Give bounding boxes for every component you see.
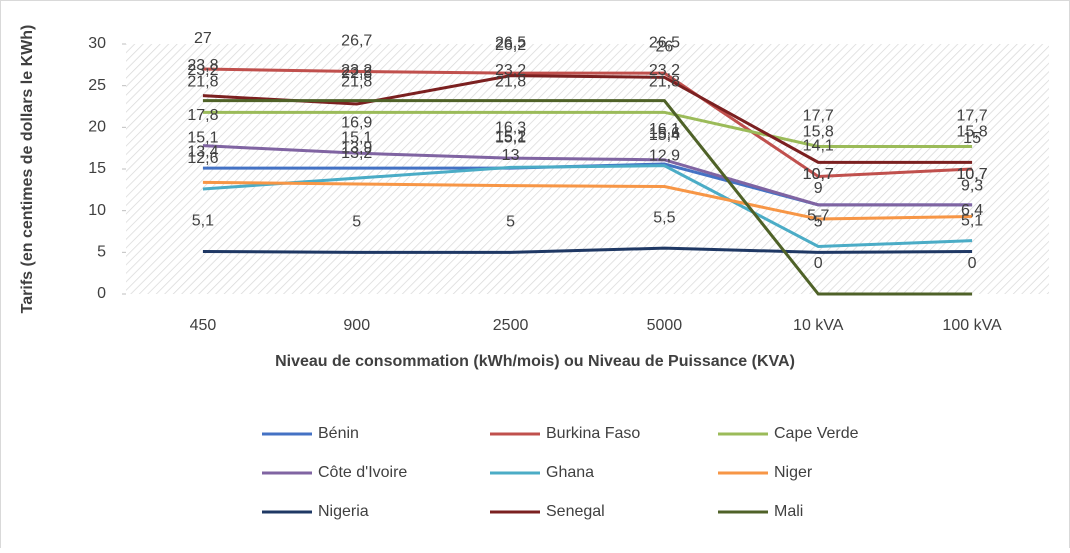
series-line [202, 110, 973, 148]
data-label: 22,8 [341, 65, 372, 82]
series-line [202, 99, 973, 296]
data-label: 21,8 [495, 74, 526, 91]
legend-label: Côte d'Ivoire [318, 464, 407, 481]
data-label: 15 [963, 130, 981, 147]
x-tick-label: 2500 [493, 317, 529, 334]
legend-label: Senegal [546, 503, 605, 520]
data-label: 15,4 [649, 127, 680, 144]
legend-label: Cape Verde [774, 425, 859, 442]
legend-label: Nigeria [318, 503, 369, 520]
x-tick-label: 5000 [647, 317, 683, 334]
data-label: 15,1 [495, 129, 526, 146]
data-label: 15,6 [649, 125, 680, 142]
data-label: 16,3 [495, 119, 526, 136]
data-label: 23,2 [341, 62, 372, 79]
y-tick-label: 25 [88, 77, 106, 94]
series-line [202, 67, 973, 179]
data-label: 5,1 [192, 213, 214, 230]
data-label: 26,5 [495, 34, 526, 51]
series-line [202, 144, 973, 207]
x-tick-label: 450 [190, 317, 217, 334]
data-label: 15,1 [187, 129, 218, 146]
data-label: 21,8 [341, 74, 372, 91]
data-label: 10,7 [803, 166, 834, 183]
data-label: 15,8 [803, 124, 834, 141]
data-label: 10,7 [957, 166, 988, 183]
x-tick-label: 10 kVA [793, 317, 844, 334]
y-tick-label: 15 [88, 160, 106, 177]
data-label: 23,2 [649, 62, 680, 79]
x-tick-label: 900 [343, 317, 370, 334]
data-label: 14,1 [803, 138, 834, 155]
data-label: 9 [814, 180, 823, 197]
legend-label: Mali [774, 503, 803, 520]
data-label: 26,5 [649, 34, 680, 51]
data-label: 17,7 [803, 108, 834, 125]
y-tick-label: 20 [88, 119, 106, 136]
legend-label: Niger [774, 464, 813, 481]
legend-label: Bénin [318, 425, 359, 442]
y-tick-label: 30 [88, 35, 106, 52]
data-label: 15,8 [957, 124, 988, 141]
series-line [202, 180, 973, 221]
y-tick-label: 10 [88, 202, 106, 219]
x-axis-title: Niveau de consommation (kWh/mois) ou Niv… [275, 353, 795, 370]
data-label: 26,2 [495, 37, 526, 54]
data-label: 0 [968, 255, 977, 272]
data-label: 6,4 [961, 202, 983, 219]
data-label: 5,5 [653, 209, 675, 226]
legend-label: Burkina Faso [546, 425, 640, 442]
data-label: 10,7 [803, 166, 834, 183]
data-label: 23,2 [495, 62, 526, 79]
data-label: 5 [352, 214, 361, 231]
y-axis-title: Tarifs (en centimes de dollars le KWh) [19, 25, 36, 314]
data-label: 27 [194, 30, 212, 47]
series-line [202, 246, 973, 254]
data-label: 12,6 [187, 150, 218, 167]
data-label: 26 [656, 39, 674, 56]
data-label: 5,7 [807, 208, 829, 225]
data-label: 13,2 [341, 145, 372, 162]
data-label: 21,8 [187, 74, 218, 91]
y-tick-label: 0 [97, 285, 106, 302]
data-label: 16,1 [649, 121, 680, 138]
data-label: 17,8 [187, 107, 218, 124]
data-label: 13 [502, 147, 520, 164]
data-label: 13,9 [341, 139, 372, 156]
data-label: 17,7 [957, 108, 988, 125]
legend-label: Ghana [546, 464, 594, 481]
data-label: 16,9 [341, 114, 372, 131]
data-label: 23,2 [187, 62, 218, 79]
data-label: 9,3 [961, 178, 983, 195]
data-label: 12,9 [649, 148, 680, 165]
data-label: 10,7 [957, 166, 988, 183]
data-label: 23,8 [187, 57, 218, 74]
data-label: 5 [814, 214, 823, 231]
series-line [202, 164, 973, 249]
data-label: 13,4 [187, 144, 218, 161]
y-tick-label: 5 [97, 244, 106, 261]
data-label: 26,7 [341, 33, 372, 50]
data-label: 5 [506, 214, 515, 231]
data-label: 21,8 [649, 74, 680, 91]
series-line [202, 74, 973, 164]
x-tick-label: 100 kVA [942, 317, 1002, 334]
data-label: 0 [814, 255, 823, 272]
data-label: 15,2 [495, 129, 526, 146]
data-label: 5,1 [961, 213, 983, 230]
data-label: 15,1 [341, 129, 372, 146]
